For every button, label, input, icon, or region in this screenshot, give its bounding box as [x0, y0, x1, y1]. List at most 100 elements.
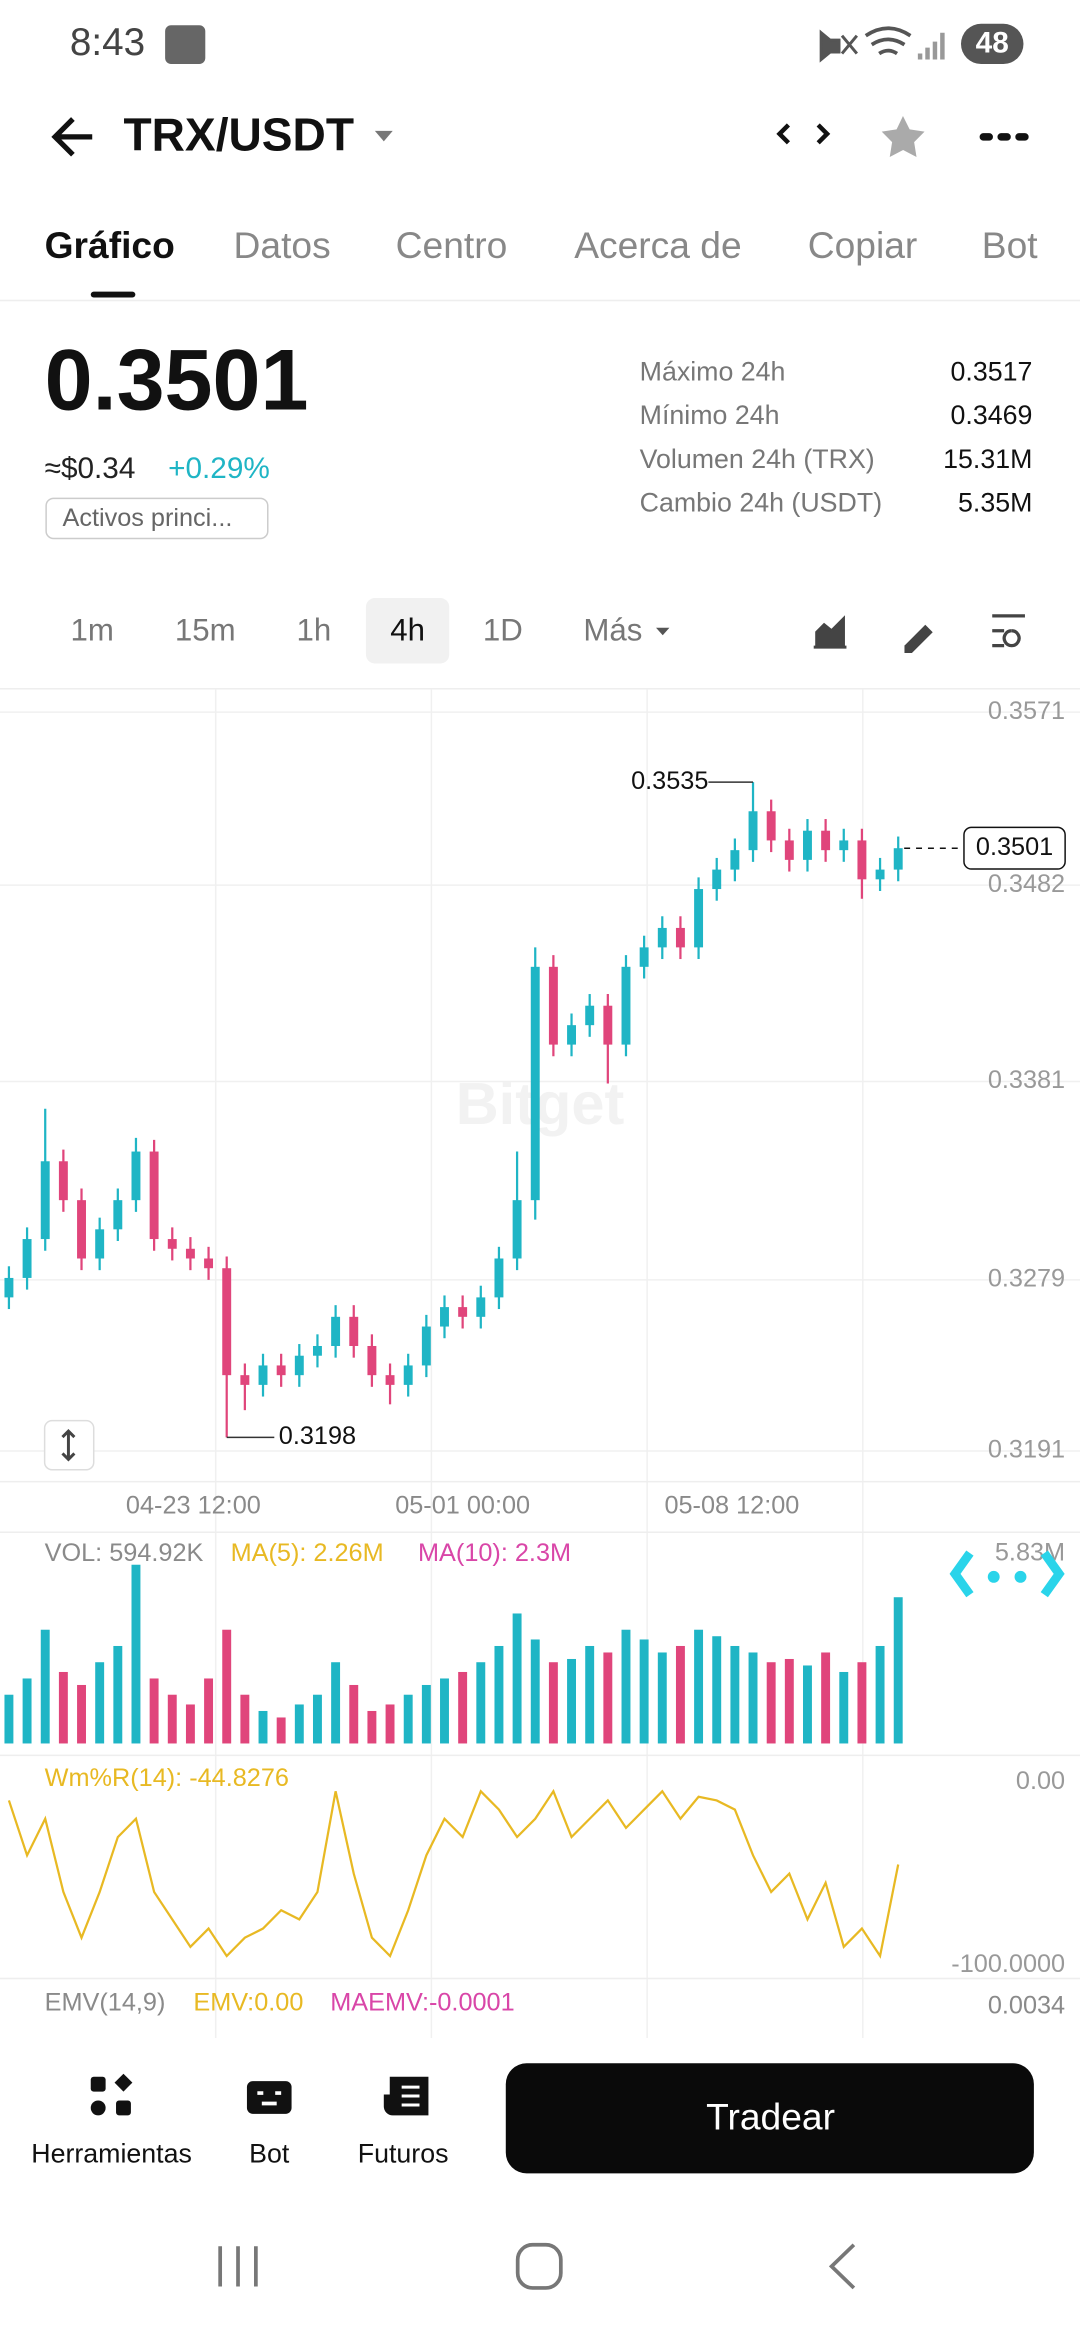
candle-body — [494, 1258, 504, 1298]
interval[interactable]: 1h — [297, 612, 332, 647]
tab[interactable]: Gráfico — [45, 224, 175, 266]
volume-bar — [58, 1671, 68, 1744]
expand-dot — [1014, 1570, 1027, 1583]
wmr-line — [7, 1788, 900, 1959]
stat-label: Volumen 24h (TRX) — [640, 444, 875, 474]
pair-title[interactable]: TRX/USDT — [123, 109, 354, 161]
chart-type-button[interactable] — [813, 615, 847, 649]
interval[interactable]: Más — [583, 612, 642, 647]
vol-ma10: MA(10): 2.3M — [418, 1539, 571, 1567]
candle-body — [603, 1005, 613, 1045]
candle-body — [748, 811, 758, 851]
tab-indicator — [90, 291, 136, 298]
wmr-header: Wm%R(14): -44.8276 — [45, 1764, 289, 1792]
wmr-chart: 0.00 -100.0000 — [7, 1767, 1065, 1978]
candle-body — [312, 1345, 322, 1356]
scale-icon — [61, 1428, 76, 1462]
favorite-button[interactable] — [881, 116, 925, 157]
ai-button[interactable] — [776, 123, 831, 145]
tab[interactable]: Centro — [396, 224, 508, 266]
stat-value: 5.35M — [958, 488, 1032, 518]
volume-bar — [403, 1694, 413, 1744]
stat-value: 0.3469 — [951, 400, 1033, 430]
volume-bar — [258, 1710, 268, 1744]
more-dropdown[interactable] — [656, 627, 670, 636]
candle-body — [58, 1161, 68, 1201]
bot-icon — [246, 2081, 292, 2114]
candle-body — [803, 830, 812, 860]
tool-label[interactable]: Herramientas — [31, 2139, 192, 2169]
volume-bar — [821, 1652, 831, 1744]
mute-icon — [819, 29, 859, 63]
interval[interactable]: 1D — [483, 612, 523, 647]
candle-body — [258, 1365, 268, 1385]
tool-label[interactable]: Bot — [249, 2139, 290, 2169]
volume-bar — [385, 1704, 395, 1744]
draw-button[interactable] — [904, 624, 933, 654]
candle-body — [204, 1258, 214, 1269]
candle-body — [95, 1229, 105, 1259]
expand-icon[interactable] — [949, 1550, 1065, 1598]
interval-bar: 1m 15m 1h 4h 1D Más — [71, 612, 643, 647]
volume-bar — [585, 1645, 595, 1744]
candle-body — [839, 840, 849, 851]
nav-recent[interactable] — [218, 2246, 258, 2287]
tab[interactable]: Bot — [982, 224, 1038, 266]
interval[interactable]: 15m — [175, 612, 236, 647]
candle-body — [621, 966, 631, 1045]
volume-bar — [331, 1662, 341, 1744]
last-price-tag — [963, 826, 1066, 870]
candle-body — [113, 1200, 123, 1230]
tag-chip[interactable] — [45, 497, 269, 540]
status-time: 8:43 — [70, 21, 145, 64]
volume-bar — [748, 1652, 758, 1744]
emv-header: EMV(14,9) — [45, 1988, 166, 2016]
volume-bar — [839, 1671, 849, 1744]
nav-back[interactable] — [828, 2243, 856, 2290]
candle-body — [276, 1365, 286, 1376]
volume-bar — [222, 1629, 232, 1744]
pair-dropdown[interactable] — [374, 130, 393, 142]
candle-body — [585, 1005, 595, 1026]
signal-icon — [917, 32, 945, 60]
low-label: 0.3198 — [279, 1422, 356, 1450]
icon-part — [90, 2076, 106, 2092]
icon-part — [90, 2100, 106, 2116]
candle-body — [458, 1307, 468, 1317]
tag-text: Activos princi... — [62, 504, 232, 532]
volume-bar — [113, 1645, 123, 1744]
wmr-tick-label: 0.00 — [1016, 1767, 1065, 1795]
volume-bar — [548, 1662, 558, 1744]
candle-body — [222, 1268, 232, 1376]
candle-body — [77, 1200, 86, 1259]
back-button[interactable] — [51, 117, 93, 157]
tool-label[interactable]: Futuros — [358, 2139, 449, 2169]
interval[interactable]: 4h — [390, 612, 425, 647]
volume-bar — [567, 1658, 576, 1744]
last-price: 0.3501 — [45, 333, 309, 429]
tab-bar: Gráfico Datos Centro Acerca de Copiar Bot — [45, 224, 1039, 266]
volume-chart: 5.83M — [4, 1539, 1065, 1744]
volume-bar — [694, 1629, 704, 1744]
volume-bar — [639, 1639, 649, 1744]
indicator-button[interactable] — [992, 614, 1025, 648]
candle-body — [240, 1375, 250, 1385]
candle-body — [403, 1365, 413, 1385]
candle-body — [385, 1375, 395, 1385]
tab[interactable]: Datos — [234, 224, 331, 266]
trade-button[interactable] — [505, 2063, 1034, 2174]
nav-home[interactable] — [515, 2242, 563, 2290]
stat-label: Cambio 24h (USDT) — [640, 488, 882, 518]
volume-bar — [421, 1684, 431, 1744]
tab[interactable]: Copiar — [808, 224, 918, 266]
y-tick-label: 0.3381 — [988, 1066, 1065, 1094]
tab[interactable]: Acerca de — [574, 224, 741, 266]
battery-level: 48 — [976, 26, 1009, 59]
candle-body — [567, 1025, 576, 1045]
interval[interactable]: 1m — [71, 612, 114, 647]
candle-body — [766, 811, 776, 841]
vertical-grid — [214, 688, 864, 2039]
candle-body — [784, 840, 794, 860]
